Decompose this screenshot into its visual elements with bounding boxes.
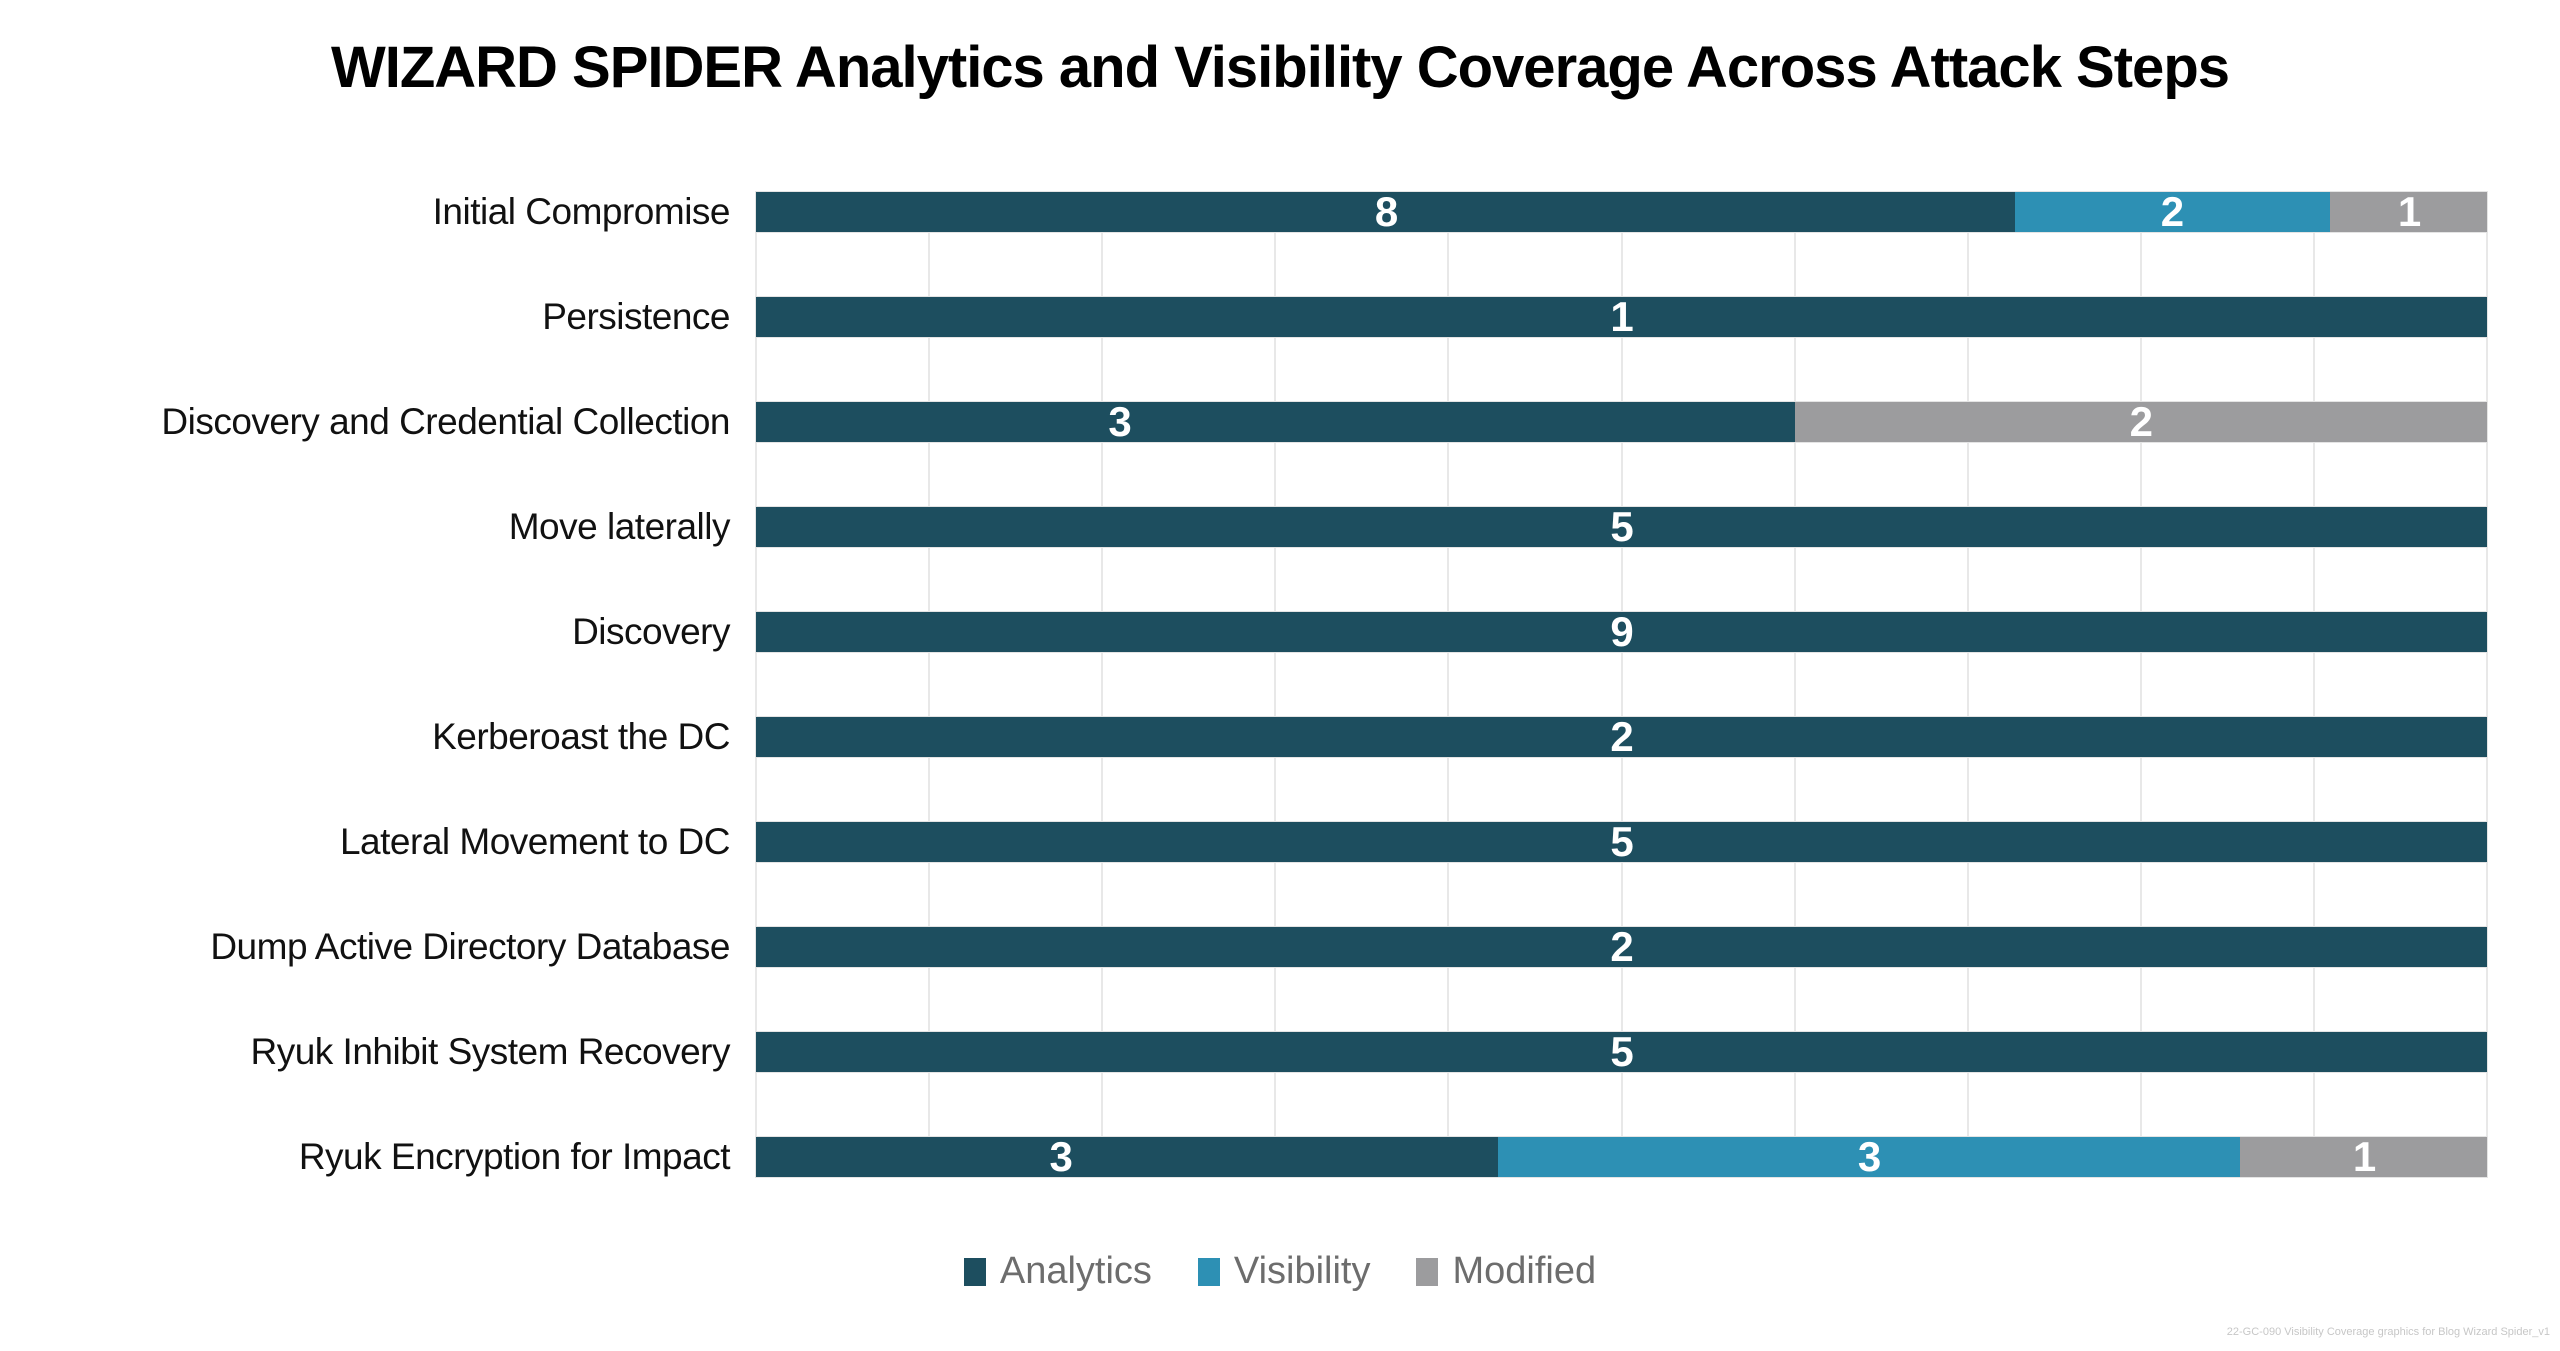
bar-segment-analytics <box>756 1032 2487 1072</box>
category-label: Discovery <box>572 611 730 652</box>
value-label: 2 <box>1610 923 1633 970</box>
category-label: Lateral Movement to DC <box>339 821 731 862</box>
gridline <box>755 191 757 1178</box>
legend: Analytics Visibility Modified <box>0 1250 2560 1293</box>
bar-segment-analytics <box>756 192 2015 232</box>
value-label: 3 <box>1049 1133 1072 1180</box>
value-label: 2 <box>2160 188 2184 235</box>
legend-label-analytics: Analytics <box>999 1250 1152 1292</box>
footnote: 22-GC-090 Visibility Coverage graphics f… <box>2226 1326 2550 1338</box>
bar-track: 2 <box>756 713 2487 760</box>
bar-segment-analytics <box>756 822 2487 862</box>
value-label: 3 <box>1857 1133 1881 1180</box>
category-labels: Initial Compromise Persistence Discovery a… <box>0 0 756 1351</box>
bar-track: 5 <box>756 818 2487 865</box>
gridline <box>1793 191 1796 1178</box>
category-label: Persistence <box>542 296 730 337</box>
value-label: 2 <box>1610 713 1633 760</box>
value-label: 8 <box>1374 188 1398 235</box>
legend-item-modified: Modified <box>1416 1250 1596 1293</box>
bar-segment-analytics <box>756 507 2487 547</box>
legend-swatch-modified-icon <box>1416 1257 1439 1286</box>
category-label: Ryuk Inhibit System Recovery <box>250 1031 730 1072</box>
bar-track: 3 3 1 <box>756 1133 2487 1180</box>
value-label: 5 <box>1610 503 1633 550</box>
bar-track: 2 <box>756 923 2487 970</box>
bar-segment-analytics <box>756 1137 1498 1177</box>
chart-title: WIZARD SPIDER Analytics and Visibility C… <box>330 35 2230 100</box>
value-label: 2 <box>2129 398 2153 445</box>
value-label: 9 <box>1610 608 1633 655</box>
value-label: 1 <box>2352 1133 2376 1180</box>
bar-track: 5 <box>756 1028 2487 1075</box>
value-label: 1 <box>1610 293 1633 340</box>
value-label: 3 <box>1108 398 1131 445</box>
category-label: Dump Active Directory Database <box>210 926 730 967</box>
category-label: Discovery and Credential Collection <box>161 401 730 442</box>
gridline <box>2312 191 2315 1178</box>
legend-item-visibility: Visibility <box>1197 1250 1371 1293</box>
category-label: Kerberoast the DC <box>432 716 730 757</box>
bar-segment-modified <box>2239 1137 2487 1177</box>
gridline <box>1966 191 1969 1178</box>
bar-segment-analytics <box>756 297 2487 337</box>
bar-segment-visibility <box>2014 192 2330 232</box>
gridline <box>1620 191 1623 1178</box>
gridline <box>928 191 931 1178</box>
bar-segment-analytics <box>756 612 2487 652</box>
legend-swatch-analytics-icon <box>963 1257 986 1286</box>
bar-track: 8 2 1 <box>756 188 2487 235</box>
bar-track: 5 <box>756 503 2487 550</box>
bar-segment-analytics <box>756 402 1795 442</box>
legend-label-visibility: Visibility <box>1233 1250 1371 1292</box>
bar-track: 9 <box>756 608 2487 655</box>
value-label: 1 <box>2397 188 2421 235</box>
legend-label-modified: Modified <box>1452 1250 1597 1292</box>
gridline <box>1447 191 1450 1178</box>
legend-item-analytics: Analytics <box>963 1250 1152 1293</box>
bar-segment-modified <box>2329 192 2487 232</box>
gridline <box>1101 191 1104 1178</box>
legend-swatch-visibility-icon <box>1197 1257 1220 1286</box>
gridline <box>2486 191 2488 1178</box>
value-label: 5 <box>1610 818 1633 865</box>
bar-segment-modified <box>1794 402 2487 442</box>
category-label: Ryuk Encryption for Impact <box>298 1136 731 1177</box>
gridline <box>2139 191 2142 1178</box>
gridline <box>1274 191 1277 1178</box>
bar-segment-analytics <box>756 927 2487 967</box>
category-label: Initial Compromise <box>432 191 731 232</box>
category-label: Move laterally <box>508 506 731 547</box>
value-label: 5 <box>1610 1028 1633 1075</box>
bar-track: 1 <box>756 293 2487 340</box>
bar-segment-analytics <box>756 717 2487 757</box>
bar-segment-visibility <box>1497 1137 2240 1177</box>
